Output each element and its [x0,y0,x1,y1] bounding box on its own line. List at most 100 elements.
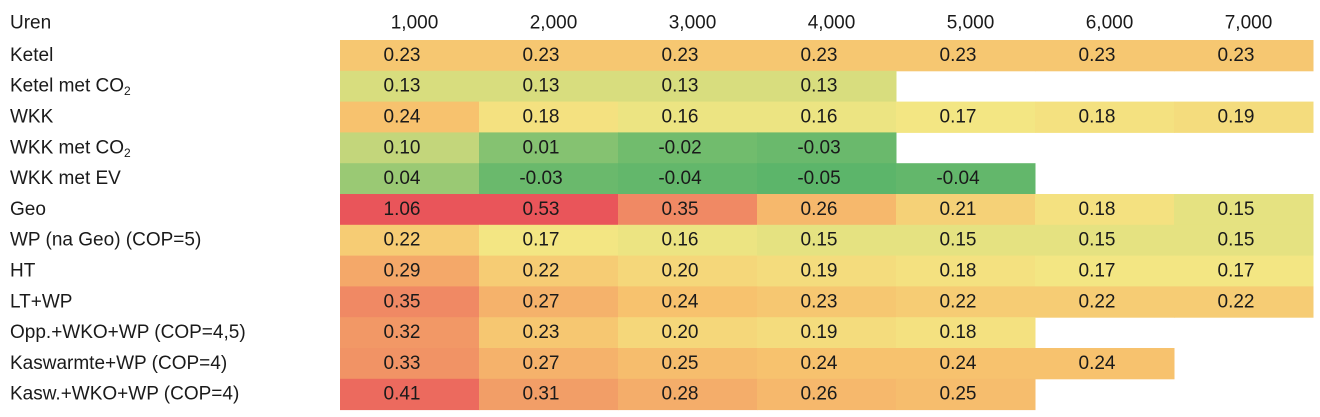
cell-value: 0.17 [1218,261,1255,282]
cell-value: 0.23 [662,45,699,66]
heatmap-cell [618,378,758,411]
heatmap-cell [896,378,1036,411]
cell-value: 0.16 [801,107,838,128]
heatmap-cell [479,224,619,257]
column-header: 3,000 [669,13,717,34]
heatmap-cell [479,286,619,318]
column-header: 5,000 [947,13,995,34]
cell-value: -0.04 [936,168,980,189]
heatmap-cell [757,255,897,287]
cell-value: 0.13 [384,76,421,97]
cell-value: 0.22 [940,291,977,312]
cell-value: 0.17 [1079,261,1116,282]
cell-value: 0.24 [384,107,421,128]
cell-value: 0.13 [662,76,699,97]
heatmap-cell [757,101,897,133]
heatmap-cell [340,132,480,164]
cell-value: -0.04 [658,168,702,189]
heatmap-cell [618,286,758,318]
cell-value: 0.24 [1079,353,1116,374]
heatmap-cell [757,317,897,349]
heatmap-cell [757,70,897,103]
cell-value: -0.02 [658,137,701,158]
cell-value: 0.31 [523,384,560,405]
heatmap-cell [479,101,619,133]
cell-value: 0.16 [662,230,699,251]
heatmap-cell [757,194,897,226]
heatmap-cell [896,317,1036,349]
cell-value: 0.25 [662,353,699,374]
cell-value: 0.19 [801,261,838,282]
cell-value: 0.26 [801,384,838,405]
heatmap-cell [340,163,480,195]
cell-value: 1.06 [384,199,421,220]
cell-value: 0.04 [384,168,421,189]
column-header: 4,000 [808,13,856,34]
heatmap-cell [757,40,897,72]
cell-value: 0.24 [940,353,977,374]
cell-value: 0.18 [1079,107,1116,128]
heatmap-cell [896,101,1036,133]
cell-value: 0.18 [940,261,977,282]
heatmap-cell [618,101,758,133]
cell-value: 0.22 [1218,291,1255,312]
cell-value: 0.19 [801,322,838,343]
heatmap-cell [757,163,897,195]
heatmap-cell [1174,286,1314,318]
heatmap-cell [896,163,1036,195]
heatmap-cell [896,255,1036,287]
heatmap-cell [618,348,758,380]
cell-value: 0.23 [1218,45,1255,66]
cell-value: 0.41 [384,384,421,405]
heatmap-cell [340,348,480,380]
heatmap-cell [757,286,897,318]
cell-value: 0.24 [801,353,838,374]
heatmap-cell [1035,348,1175,380]
row-label: Ketel [10,45,53,66]
row-label: WP (na Geo) (COP=5) [10,230,201,251]
column-header: 1,000 [391,13,439,34]
cell-value: 0.29 [384,261,421,282]
heatmap-cell [340,286,480,318]
cell-value: 0.35 [662,199,699,220]
cell-value: 0.15 [1218,199,1255,220]
cell-value: 0.20 [662,261,699,282]
cell-value: 0.18 [940,322,977,343]
cell-value: 0.20 [662,322,699,343]
heatmap-cell [618,40,758,72]
cell-value: 0.23 [523,322,560,343]
cell-value: 0.22 [384,230,421,251]
cell-value: 0.53 [523,199,560,220]
cell-value: 0.15 [1218,230,1255,251]
heatmap-cell [1035,40,1175,72]
heatmap-cell [896,40,1036,72]
cell-value: -0.05 [797,168,840,189]
heatmap-cell [618,194,758,226]
heatmap-cell [896,224,1036,257]
row-label: Kaswarmte+WP (COP=4) [10,353,227,374]
cell-value: 0.18 [1079,199,1116,220]
column-header: 7,000 [1225,13,1273,34]
heatmap-cell [479,348,619,380]
heatmap-cell [757,378,897,411]
heatmap-cell [1035,194,1175,226]
heatmap-cell [479,40,619,72]
cell-value: 0.27 [523,353,560,374]
cell-value: 0.32 [384,322,421,343]
cell-value: 0.21 [940,199,977,220]
row-label: WKK met CO2 [10,137,131,160]
cell-value: 0.22 [523,261,560,282]
heatmap-cell [479,378,619,411]
heatmap-cell [340,317,480,349]
cell-value: 0.19 [1218,107,1255,128]
heatmap-cell [479,194,619,226]
row-label: HT [10,261,36,282]
heatmap-cell [896,194,1036,226]
heatmap-cell [340,101,480,133]
heatmap-cell [479,70,619,103]
row-label: Opp.+WKO+WP (COP=4,5) [10,322,246,343]
heatmap-cell [1174,40,1314,72]
row-label: Kasw.+WKO+WP (COP=4) [10,384,239,405]
row-label: Geo [10,199,46,220]
